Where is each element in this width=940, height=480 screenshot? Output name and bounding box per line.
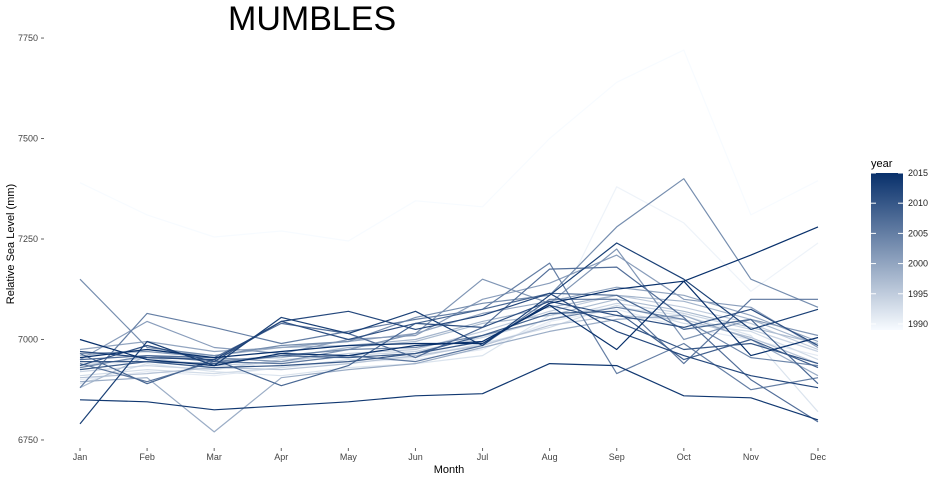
x-tick-label: Oct [677,452,692,462]
series-line [79,363,819,421]
legend-ticks: 1990 1995 2000 2005 2010 2015 [871,168,928,329]
series-line [79,306,819,413]
legend-colorbar [871,173,903,330]
y-tick-label: 7250 [18,234,38,244]
x-axis-label: Month [434,464,465,476]
y-axis-label: Relative Sea Level (mm) [5,184,17,304]
legend-tick-label: 2015 [908,168,928,178]
x-tick-label: Apr [274,452,288,462]
y-tick-label: 7500 [18,134,38,144]
x-tick-label: Jan [73,452,88,462]
x-tick-label: May [340,452,358,462]
series-line [79,310,819,371]
series-line [79,314,819,379]
year-legend: year 1990 1995 2000 2005 2010 2015 [871,158,928,330]
legend-title: year [871,158,893,170]
series-line [79,314,819,433]
x-tick-label: Nov [743,452,760,462]
legend-tick-label: 2010 [908,198,928,208]
chart-title: MUMBLES [228,0,396,38]
y-tick-label: 6750 [18,435,38,445]
x-tick-label: Jul [477,452,489,462]
x-tick-label: Sep [609,452,625,462]
series-line [79,242,819,425]
x-tick-label: Aug [542,452,558,462]
legend-tick-label: 1995 [908,289,928,299]
series-line [79,186,819,371]
series-line [79,292,819,389]
series-line [79,306,819,369]
legend-tick-label: 1990 [908,319,928,329]
y-tick-label: 7750 [18,33,38,43]
y-tick-label: 7000 [18,334,38,344]
x-tick-label: Dec [810,452,827,462]
series-line [79,49,819,242]
series-line [80,304,819,369]
legend-tick-label: 2000 [908,259,928,269]
legend-tick-label: 2005 [908,228,928,238]
series-line [79,178,819,357]
series-lines [79,49,819,433]
series-line [79,226,819,359]
series-line [79,308,819,381]
x-tick-label: Jun [408,452,423,462]
series-line [79,262,819,391]
y-axis: 6750 7000 7250 7500 7750 [18,33,44,445]
series-line [79,286,819,353]
x-axis: Jan Feb Mar Apr May Jun Jul Aug Sep Oct Nov Dec [73,448,827,462]
x-tick-label: Feb [139,452,155,462]
x-tick-label: Mar [206,452,222,462]
series-line [79,254,819,361]
